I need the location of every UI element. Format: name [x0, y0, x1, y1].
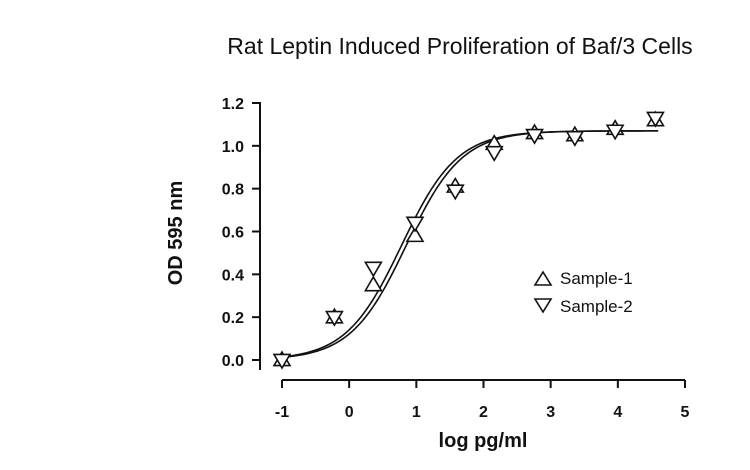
data-point-sample-1: [405, 226, 425, 243]
fit-curve-2: [281, 130, 659, 358]
legend-item-sample-2: Sample-2: [533, 297, 633, 316]
legend-marker-triangle-up: [533, 270, 553, 286]
data-point-sample-2: [565, 130, 585, 147]
data-point-sample-2: [605, 124, 625, 141]
data-point-sample-2: [363, 261, 383, 278]
x-tick-label: 5: [681, 404, 690, 421]
data-points: [272, 110, 665, 370]
fit-curves: [281, 130, 659, 359]
x-tick-label: 3: [546, 404, 555, 421]
data-point-sample-2: [484, 145, 504, 162]
legend-item-sample-1: Sample-1: [533, 269, 633, 288]
x-tick-label: 1: [412, 404, 421, 421]
data-point-sample-2: [445, 184, 465, 201]
y-tick-label: 0.8: [222, 182, 244, 199]
chart-title: Rat Leptin Induced Proliferation of Baf/…: [227, 33, 692, 59]
x-axis-label: log pg/ml: [439, 430, 528, 452]
axes: [259, 102, 685, 381]
legend-marker-triangle-down: [533, 298, 553, 314]
y-tick-label: 1.2: [222, 96, 244, 113]
x-ticks: -1 0 1 2 3 4 5: [275, 380, 690, 421]
y-tick-label: 0.6: [222, 225, 244, 242]
x-tick-label: 2: [479, 404, 488, 421]
y-tick-label: 0.2: [222, 310, 244, 327]
legend-label-sample-2: Sample-2: [560, 297, 633, 316]
x-tick-label: -1: [275, 404, 289, 421]
data-point-sample-2: [405, 216, 425, 233]
legend: Sample-1 Sample-2: [533, 269, 633, 316]
data-point-sample-1: [363, 275, 383, 292]
data-point-sample-2: [646, 111, 665, 128]
legend-label-sample-1: Sample-1: [560, 269, 633, 288]
x-tick-label: 0: [345, 404, 354, 421]
y-ticks: 0.0 0.2 0.4 0.6 0.8 1.0 1.2: [222, 96, 260, 370]
x-tick-label: 4: [613, 404, 622, 421]
data-point-sample-2: [272, 353, 292, 370]
data-point-sample-2: [525, 128, 544, 145]
y-axis-label: OD 595 nm: [165, 181, 187, 285]
data-point-sample-2: [324, 310, 344, 327]
y-tick-label: 1.0: [222, 139, 244, 156]
y-tick-label: 0.0: [222, 353, 244, 370]
y-tick-label: 0.4: [222, 267, 244, 284]
